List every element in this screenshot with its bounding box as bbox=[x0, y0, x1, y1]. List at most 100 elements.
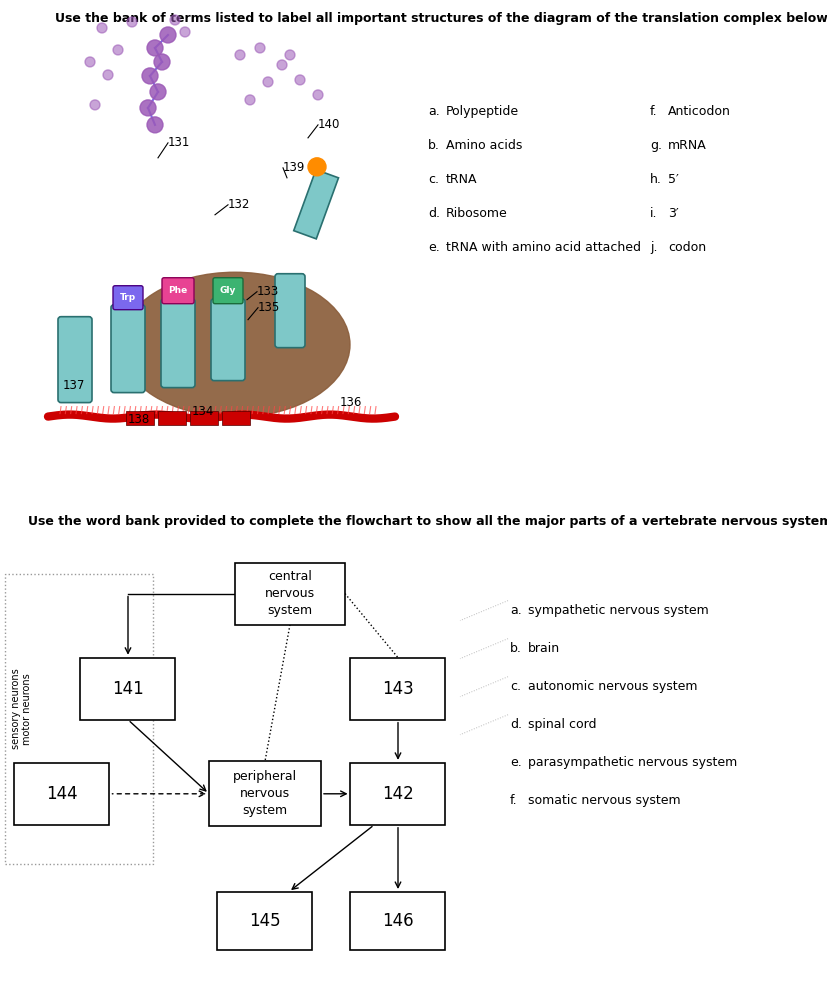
Text: b.: b. bbox=[509, 642, 521, 655]
Text: 132: 132 bbox=[227, 198, 250, 212]
Circle shape bbox=[313, 90, 323, 100]
Text: peripheral
nervous
system: peripheral nervous system bbox=[232, 770, 297, 817]
Text: 140: 140 bbox=[318, 118, 340, 132]
Text: Gly: Gly bbox=[219, 286, 236, 296]
Text: 134: 134 bbox=[192, 405, 214, 419]
Circle shape bbox=[154, 54, 170, 70]
Bar bbox=[222, 411, 250, 425]
Text: somatic nervous system: somatic nervous system bbox=[528, 794, 680, 807]
Circle shape bbox=[179, 27, 189, 37]
Circle shape bbox=[284, 50, 294, 60]
Text: 144: 144 bbox=[46, 785, 78, 803]
FancyBboxPatch shape bbox=[112, 286, 143, 310]
Text: Trp: Trp bbox=[120, 293, 136, 303]
Text: tRNA with amino acid attached: tRNA with amino acid attached bbox=[446, 241, 640, 255]
Text: 138: 138 bbox=[128, 413, 150, 427]
Text: h.: h. bbox=[649, 173, 661, 187]
Text: sympathetic nervous system: sympathetic nervous system bbox=[528, 604, 708, 617]
Bar bbox=[208, 761, 321, 826]
Text: Polypeptide: Polypeptide bbox=[446, 105, 519, 119]
Text: 131: 131 bbox=[168, 136, 190, 150]
Circle shape bbox=[127, 17, 136, 27]
Bar bbox=[189, 411, 218, 425]
Text: central
nervous
system: central nervous system bbox=[265, 570, 315, 617]
Text: 145: 145 bbox=[249, 912, 280, 930]
Text: codon: codon bbox=[667, 241, 705, 255]
Text: f.: f. bbox=[509, 794, 517, 807]
Text: 135: 135 bbox=[258, 301, 280, 315]
FancyBboxPatch shape bbox=[213, 278, 242, 304]
Circle shape bbox=[112, 45, 123, 55]
Bar bbox=[218, 892, 312, 950]
Bar bbox=[80, 657, 175, 719]
Text: 137: 137 bbox=[63, 379, 85, 393]
Circle shape bbox=[255, 43, 265, 53]
Text: 5′: 5′ bbox=[667, 173, 678, 187]
Text: e.: e. bbox=[428, 241, 439, 255]
Text: spinal cord: spinal cord bbox=[528, 718, 595, 731]
Text: b.: b. bbox=[428, 139, 439, 153]
Text: 142: 142 bbox=[382, 785, 414, 803]
Text: Use the word bank provided to complete the flowchart to show all the major parts: Use the word bank provided to complete t… bbox=[28, 514, 827, 527]
Circle shape bbox=[245, 95, 255, 105]
Circle shape bbox=[308, 158, 326, 176]
Circle shape bbox=[294, 75, 304, 85]
FancyBboxPatch shape bbox=[162, 278, 194, 304]
Text: 3′: 3′ bbox=[667, 207, 678, 221]
Text: motor neurons: motor neurons bbox=[22, 673, 32, 744]
Text: j.: j. bbox=[649, 241, 657, 255]
Bar bbox=[126, 411, 154, 425]
Polygon shape bbox=[294, 170, 338, 239]
Text: Use the bank of terms listed to label all important structures of the diagram of: Use the bank of terms listed to label al… bbox=[55, 12, 827, 25]
Text: 133: 133 bbox=[256, 285, 279, 299]
Circle shape bbox=[97, 23, 107, 33]
Text: brain: brain bbox=[528, 642, 559, 655]
FancyBboxPatch shape bbox=[211, 299, 245, 381]
Text: mRNA: mRNA bbox=[667, 139, 706, 153]
Text: tRNA: tRNA bbox=[446, 173, 477, 187]
Text: i.: i. bbox=[649, 207, 657, 221]
Bar bbox=[235, 562, 345, 624]
Circle shape bbox=[235, 50, 245, 60]
Bar bbox=[15, 763, 109, 825]
Bar bbox=[158, 411, 186, 425]
Circle shape bbox=[277, 60, 287, 70]
Text: Ribosome: Ribosome bbox=[446, 207, 507, 221]
Text: a.: a. bbox=[509, 604, 521, 617]
Circle shape bbox=[170, 15, 179, 25]
Text: 139: 139 bbox=[283, 161, 305, 175]
Bar bbox=[5, 573, 153, 864]
Text: g.: g. bbox=[649, 139, 662, 153]
Text: c.: c. bbox=[509, 680, 520, 693]
Ellipse shape bbox=[120, 272, 350, 418]
FancyBboxPatch shape bbox=[58, 317, 92, 403]
Text: 146: 146 bbox=[382, 912, 414, 930]
Circle shape bbox=[141, 68, 158, 84]
Circle shape bbox=[103, 70, 112, 80]
Circle shape bbox=[150, 84, 165, 100]
Text: f.: f. bbox=[649, 105, 657, 119]
FancyBboxPatch shape bbox=[111, 305, 145, 393]
Text: c.: c. bbox=[428, 173, 438, 187]
Text: e.: e. bbox=[509, 756, 521, 769]
Text: Phe: Phe bbox=[168, 286, 188, 296]
Text: a.: a. bbox=[428, 105, 439, 119]
Circle shape bbox=[147, 117, 163, 133]
Text: autonomic nervous system: autonomic nervous system bbox=[528, 680, 696, 693]
Text: Amino acids: Amino acids bbox=[446, 139, 522, 153]
Bar bbox=[350, 657, 445, 719]
Circle shape bbox=[140, 100, 155, 116]
Text: d.: d. bbox=[509, 718, 521, 731]
Text: 143: 143 bbox=[382, 679, 414, 697]
Circle shape bbox=[90, 100, 100, 110]
Bar bbox=[350, 892, 445, 950]
Bar bbox=[350, 763, 445, 825]
Text: sensory neurons: sensory neurons bbox=[11, 668, 21, 749]
Text: Anticodon: Anticodon bbox=[667, 105, 730, 119]
Text: d.: d. bbox=[428, 207, 439, 221]
Circle shape bbox=[263, 77, 273, 87]
Circle shape bbox=[160, 27, 176, 43]
Circle shape bbox=[147, 40, 163, 56]
FancyBboxPatch shape bbox=[275, 274, 304, 348]
Text: parasympathetic nervous system: parasympathetic nervous system bbox=[528, 756, 736, 769]
